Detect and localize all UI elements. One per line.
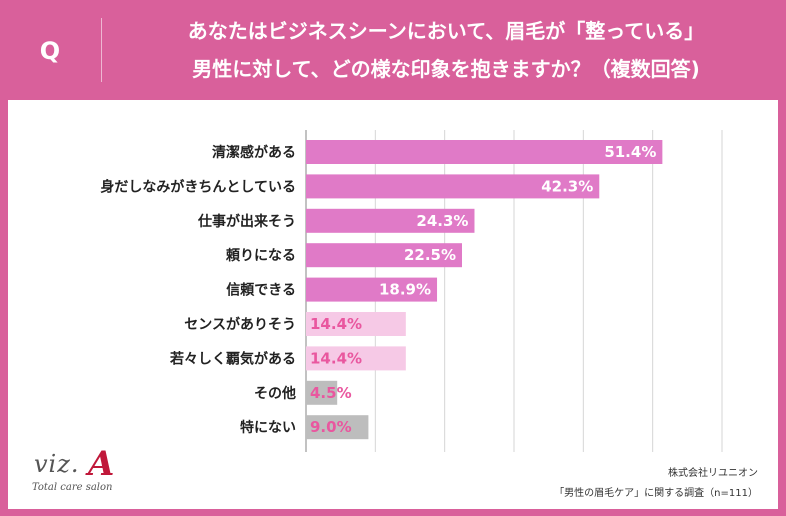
question-line-1: あなたはビジネスシーンにおいて、眉毛が「整っている」 (187, 19, 705, 43)
chart-labels: 清潔感がある 51.4% 身だしなみがきちんとしている 42.3% 仕事が出来そう 24.… (100, 143, 656, 436)
header-divider (101, 18, 102, 82)
bar (306, 380, 338, 405)
bar (306, 277, 438, 302)
bar (306, 174, 600, 199)
brand-logo: viz. A Total care salon (28, 444, 128, 502)
category-label: その他 (254, 385, 296, 402)
bar-chart: 清潔感がある 51.4% 身だしなみがきちんとしている 42.3% 仕事が出来そう 24.… (100, 130, 723, 452)
source-survey: 「男性の眉毛ケア」に関する調査（n=111） (554, 488, 758, 499)
category-label: 清潔感がある (212, 144, 296, 161)
category-label: 頼りになる (226, 247, 296, 264)
value-label: 4.5% (310, 384, 352, 402)
category-label: 身だしなみがきちんとしている (100, 178, 296, 195)
value-label: 24.3% (416, 212, 468, 230)
q-mark: Q (39, 37, 61, 65)
value-label: 22.5% (404, 246, 456, 264)
chart-bars (306, 140, 663, 440)
value-label: 14.4% (310, 315, 362, 333)
value-label: 14.4% (310, 349, 362, 367)
question-header: Q あなたはビジネスシーンにおいて、眉毛が「整っている」 男性に対して、どの様な… (0, 0, 786, 100)
logo-subtitle: Total care salon (32, 482, 113, 493)
bar (306, 208, 475, 233)
value-label: 42.3% (541, 177, 593, 195)
bar (306, 312, 406, 336)
bar (306, 243, 462, 268)
value-label: 18.9% (379, 281, 431, 299)
chart-panel: 清潔感がある 51.4% 身だしなみがきちんとしている 42.3% 仕事が出来そう 24.… (8, 100, 778, 509)
logo-mark: A (88, 444, 115, 484)
bar (306, 140, 663, 164)
question-line-2: 男性に対して、どの様な印象を抱きますか？（複数回答) (192, 57, 700, 81)
logo-text: viz. (34, 450, 80, 478)
source-company: 株式会社リユニオン (668, 468, 758, 479)
value-label: 51.4% (604, 143, 656, 161)
category-label: 信頼できる (226, 282, 296, 299)
category-label: 特にない (240, 419, 296, 436)
bar (306, 415, 369, 440)
value-label: 9.0% (310, 418, 352, 436)
category-label: センスがありそう (184, 316, 296, 333)
category-label: 若々しく覇気がある (169, 350, 296, 367)
category-label: 仕事が出来そう (197, 213, 296, 230)
bar (306, 346, 406, 371)
source-note: 株式会社リユニオン 「男性の眉毛ケア」に関する調査（n=111） (554, 464, 758, 504)
